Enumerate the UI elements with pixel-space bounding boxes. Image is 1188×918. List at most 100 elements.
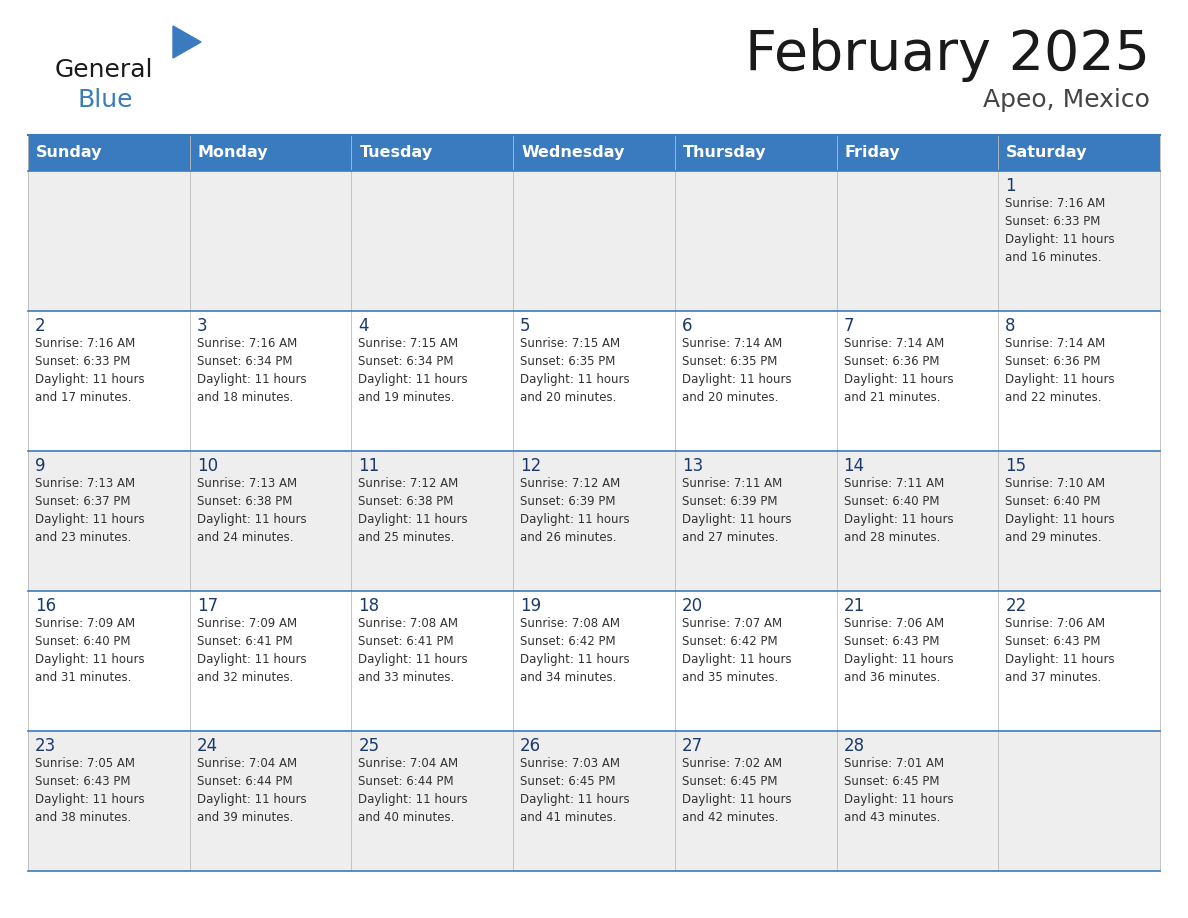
- Text: Sunrise: 7:15 AM: Sunrise: 7:15 AM: [520, 337, 620, 350]
- Text: Sunset: 6:41 PM: Sunset: 6:41 PM: [359, 635, 454, 648]
- Text: 15: 15: [1005, 457, 1026, 475]
- Text: Sunset: 6:37 PM: Sunset: 6:37 PM: [34, 495, 131, 508]
- Text: Sunset: 6:39 PM: Sunset: 6:39 PM: [682, 495, 777, 508]
- Text: 14: 14: [843, 457, 865, 475]
- Text: 22: 22: [1005, 597, 1026, 615]
- Text: Daylight: 11 hours: Daylight: 11 hours: [197, 513, 307, 526]
- Bar: [675, 135, 836, 171]
- Text: and 36 minutes.: and 36 minutes.: [843, 671, 940, 684]
- Bar: [29, 311, 190, 451]
- Text: Daylight: 11 hours: Daylight: 11 hours: [520, 793, 630, 806]
- Text: 19: 19: [520, 597, 542, 615]
- Bar: [190, 171, 352, 311]
- Text: Sunrise: 7:14 AM: Sunrise: 7:14 AM: [1005, 337, 1106, 350]
- Text: and 33 minutes.: and 33 minutes.: [359, 671, 455, 684]
- Text: Sunset: 6:44 PM: Sunset: 6:44 PM: [359, 775, 454, 788]
- Text: Sunrise: 7:09 AM: Sunrise: 7:09 AM: [34, 617, 135, 630]
- Text: and 43 minutes.: and 43 minutes.: [843, 811, 940, 824]
- Text: and 39 minutes.: and 39 minutes.: [197, 811, 293, 824]
- Text: Sunrise: 7:04 AM: Sunrise: 7:04 AM: [359, 757, 459, 770]
- Text: and 29 minutes.: and 29 minutes.: [1005, 531, 1101, 544]
- Text: Daylight: 11 hours: Daylight: 11 hours: [359, 793, 468, 806]
- Text: 7: 7: [843, 317, 854, 335]
- Bar: [190, 311, 352, 451]
- Text: Sunrise: 7:08 AM: Sunrise: 7:08 AM: [359, 617, 459, 630]
- Text: Sunset: 6:43 PM: Sunset: 6:43 PM: [1005, 635, 1101, 648]
- Bar: [836, 451, 998, 591]
- Bar: [513, 591, 675, 731]
- Text: Daylight: 11 hours: Daylight: 11 hours: [1005, 513, 1114, 526]
- Text: Sunrise: 7:09 AM: Sunrise: 7:09 AM: [197, 617, 297, 630]
- Bar: [190, 591, 352, 731]
- Bar: [836, 731, 998, 871]
- Text: Sunrise: 7:14 AM: Sunrise: 7:14 AM: [682, 337, 782, 350]
- Text: 25: 25: [359, 737, 379, 755]
- Text: Friday: Friday: [845, 145, 901, 161]
- Text: Daylight: 11 hours: Daylight: 11 hours: [843, 513, 953, 526]
- Text: and 22 minutes.: and 22 minutes.: [1005, 391, 1101, 404]
- Text: and 40 minutes.: and 40 minutes.: [359, 811, 455, 824]
- Text: Sunset: 6:40 PM: Sunset: 6:40 PM: [1005, 495, 1101, 508]
- Text: Daylight: 11 hours: Daylight: 11 hours: [197, 373, 307, 386]
- Text: Daylight: 11 hours: Daylight: 11 hours: [682, 793, 791, 806]
- Text: Sunrise: 7:03 AM: Sunrise: 7:03 AM: [520, 757, 620, 770]
- Text: Sunrise: 7:14 AM: Sunrise: 7:14 AM: [843, 337, 943, 350]
- Text: and 18 minutes.: and 18 minutes.: [197, 391, 293, 404]
- Text: 5: 5: [520, 317, 531, 335]
- Text: Sunrise: 7:16 AM: Sunrise: 7:16 AM: [34, 337, 135, 350]
- Text: Daylight: 11 hours: Daylight: 11 hours: [359, 653, 468, 666]
- Bar: [513, 135, 675, 171]
- Text: and 27 minutes.: and 27 minutes.: [682, 531, 778, 544]
- Text: Sunrise: 7:12 AM: Sunrise: 7:12 AM: [520, 477, 620, 490]
- Bar: [513, 731, 675, 871]
- Text: Sunset: 6:33 PM: Sunset: 6:33 PM: [34, 355, 131, 368]
- Text: Sunset: 6:36 PM: Sunset: 6:36 PM: [1005, 355, 1101, 368]
- Text: and 20 minutes.: and 20 minutes.: [682, 391, 778, 404]
- Text: General: General: [55, 58, 153, 82]
- Text: Sunrise: 7:06 AM: Sunrise: 7:06 AM: [1005, 617, 1105, 630]
- Bar: [836, 171, 998, 311]
- Text: Sunrise: 7:08 AM: Sunrise: 7:08 AM: [520, 617, 620, 630]
- Text: Sunset: 6:43 PM: Sunset: 6:43 PM: [34, 775, 131, 788]
- Bar: [836, 591, 998, 731]
- Text: 16: 16: [34, 597, 56, 615]
- Text: Sunset: 6:40 PM: Sunset: 6:40 PM: [34, 635, 131, 648]
- Bar: [190, 731, 352, 871]
- Bar: [29, 171, 190, 311]
- Text: Blue: Blue: [77, 88, 133, 112]
- Text: and 35 minutes.: and 35 minutes.: [682, 671, 778, 684]
- Text: 13: 13: [682, 457, 703, 475]
- Text: 8: 8: [1005, 317, 1016, 335]
- Text: Daylight: 11 hours: Daylight: 11 hours: [843, 793, 953, 806]
- Bar: [29, 451, 190, 591]
- Text: and 20 minutes.: and 20 minutes.: [520, 391, 617, 404]
- Text: Wednesday: Wednesday: [522, 145, 625, 161]
- Bar: [998, 135, 1159, 171]
- Polygon shape: [173, 26, 201, 58]
- Text: Daylight: 11 hours: Daylight: 11 hours: [520, 653, 630, 666]
- Text: 23: 23: [34, 737, 56, 755]
- Text: Sunset: 6:36 PM: Sunset: 6:36 PM: [843, 355, 939, 368]
- Bar: [352, 135, 513, 171]
- Text: Daylight: 11 hours: Daylight: 11 hours: [359, 373, 468, 386]
- Text: Daylight: 11 hours: Daylight: 11 hours: [34, 653, 145, 666]
- Text: Sunrise: 7:11 AM: Sunrise: 7:11 AM: [682, 477, 782, 490]
- Text: 2: 2: [34, 317, 45, 335]
- Text: Sunset: 6:33 PM: Sunset: 6:33 PM: [1005, 215, 1100, 228]
- Text: 27: 27: [682, 737, 703, 755]
- Text: Sunrise: 7:10 AM: Sunrise: 7:10 AM: [1005, 477, 1105, 490]
- Bar: [29, 591, 190, 731]
- Text: Sunset: 6:43 PM: Sunset: 6:43 PM: [843, 635, 939, 648]
- Bar: [190, 451, 352, 591]
- Bar: [998, 171, 1159, 311]
- Text: Daylight: 11 hours: Daylight: 11 hours: [359, 513, 468, 526]
- Bar: [352, 731, 513, 871]
- Text: 6: 6: [682, 317, 693, 335]
- Text: Sunset: 6:42 PM: Sunset: 6:42 PM: [520, 635, 615, 648]
- Text: February 2025: February 2025: [745, 28, 1150, 82]
- Text: 9: 9: [34, 457, 45, 475]
- Text: 17: 17: [197, 597, 217, 615]
- Text: Daylight: 11 hours: Daylight: 11 hours: [197, 793, 307, 806]
- Bar: [352, 311, 513, 451]
- Text: Daylight: 11 hours: Daylight: 11 hours: [682, 373, 791, 386]
